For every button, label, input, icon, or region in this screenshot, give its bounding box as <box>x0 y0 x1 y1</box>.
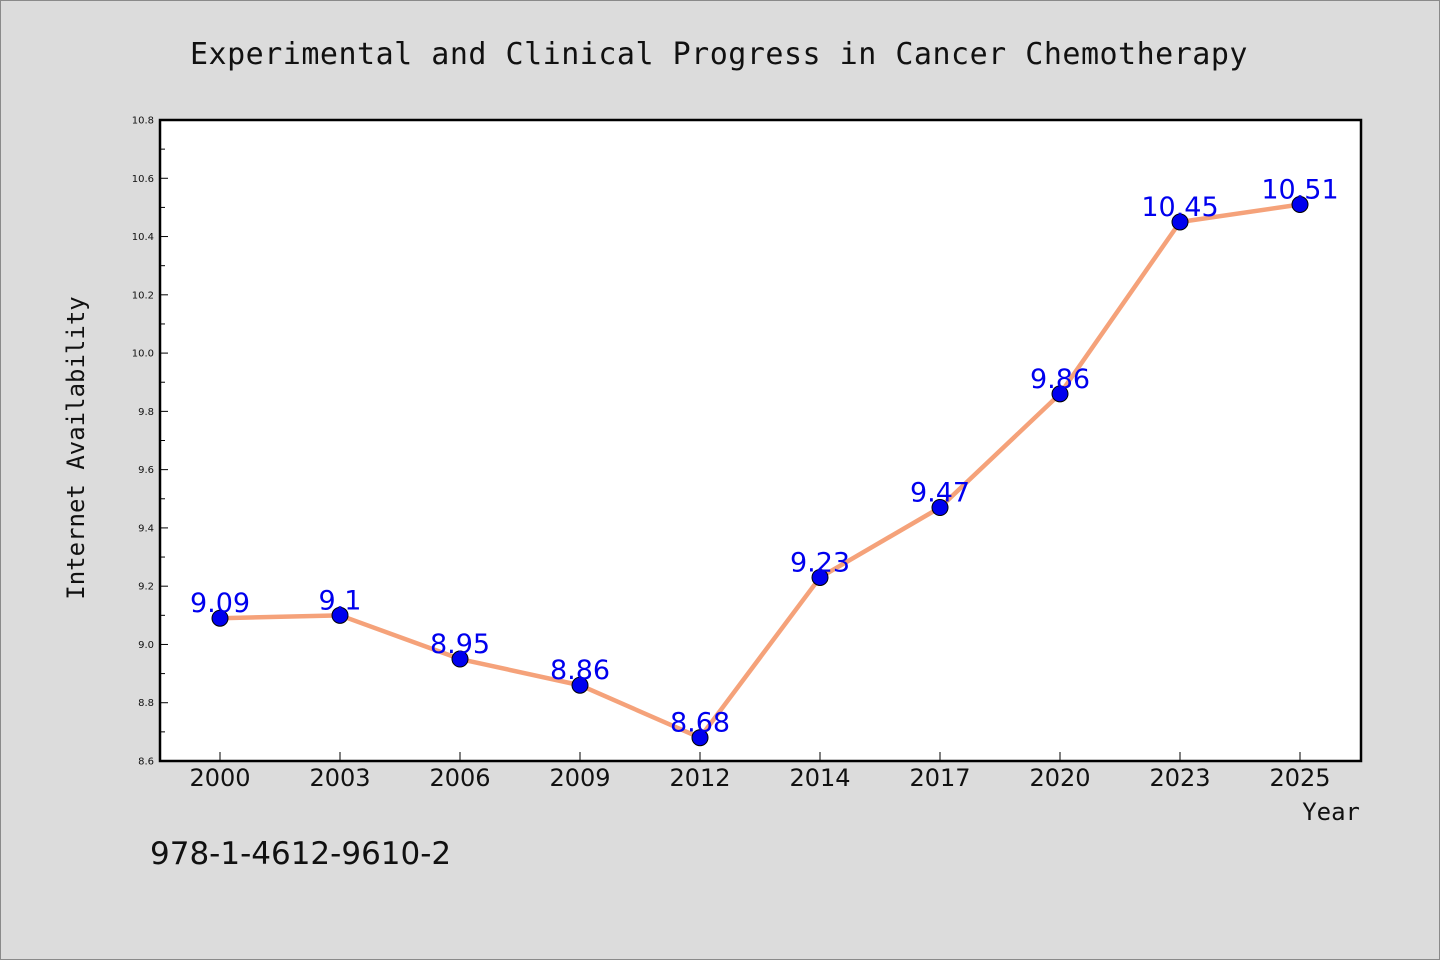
data-point <box>331 606 349 624</box>
y-tick-label: 8.8 <box>138 698 154 709</box>
data-label: 10.45 <box>1141 192 1218 223</box>
y-tick-label: 10.8 <box>132 116 154 127</box>
x-axis-ticks: 2000 2003 2006 2009 2012 2014 2017 2020 2023 2025 <box>189 752 1331 792</box>
plot-border <box>158 118 1363 763</box>
data-point <box>1171 213 1189 231</box>
x-tick-label: 2014 <box>789 764 850 792</box>
y-tick-label: 9.8 <box>138 407 154 418</box>
data-point <box>931 499 949 517</box>
data-label: 9.23 <box>790 547 850 578</box>
chart-title: Experimental and Clinical Progress in Ca… <box>190 37 1248 72</box>
x-axis-label: Year <box>1302 798 1360 826</box>
data-point <box>1051 385 1069 403</box>
y-tick-label: 8.6 <box>138 757 154 768</box>
data-label: 9.86 <box>1030 364 1090 395</box>
data-point <box>571 676 589 694</box>
data-label: 9.09 <box>190 588 250 619</box>
series-line-group <box>217 202 1303 740</box>
data-point <box>1291 195 1309 213</box>
data-point <box>451 650 469 668</box>
series-markers <box>211 195 1309 747</box>
x-tick-label: 2023 <box>1149 764 1210 792</box>
data-point <box>691 729 709 747</box>
x-tick-label: 2017 <box>909 764 970 792</box>
y-tick-label: 9.4 <box>138 523 154 534</box>
y-tick-label: 9.0 <box>138 640 154 651</box>
data-label: 8.95 <box>430 629 490 660</box>
x-tick-label: 2009 <box>549 764 610 792</box>
data-point <box>811 568 829 586</box>
x-tick-label: 2006 <box>429 764 490 792</box>
x-tick-label: 2020 <box>1029 764 1090 792</box>
series-line <box>217 202 1303 740</box>
isbn-text: 978-1-4612-9610-2 <box>150 836 451 872</box>
y-tick-label: 10.6 <box>132 174 154 185</box>
y-tick-label: 10.2 <box>132 290 154 301</box>
data-label: 10.51 <box>1261 174 1338 205</box>
y-axis-label: Internet Availability <box>62 296 90 599</box>
data-point <box>211 609 229 627</box>
y-tick-label: 10.0 <box>132 349 154 360</box>
data-label: 8.68 <box>670 708 730 739</box>
y-tick-label: 9.2 <box>138 582 154 593</box>
data-label: 9.1 <box>319 585 362 616</box>
data-label: 9.47 <box>910 478 970 509</box>
data-labels: 9.09 9.1 8.95 8.86 8.68 9.23 9.47 9.86 10.45 10.5… <box>190 174 1339 738</box>
x-tick-label: 2003 <box>309 764 370 792</box>
y-tick-label: 10.4 <box>132 232 154 243</box>
x-tick-label: 2000 <box>189 764 250 792</box>
data-label: 8.86 <box>550 655 610 686</box>
y-tick-label: 9.6 <box>138 465 154 476</box>
x-tick-label: 2025 <box>1269 764 1330 792</box>
x-tick-label: 2012 <box>669 764 730 792</box>
